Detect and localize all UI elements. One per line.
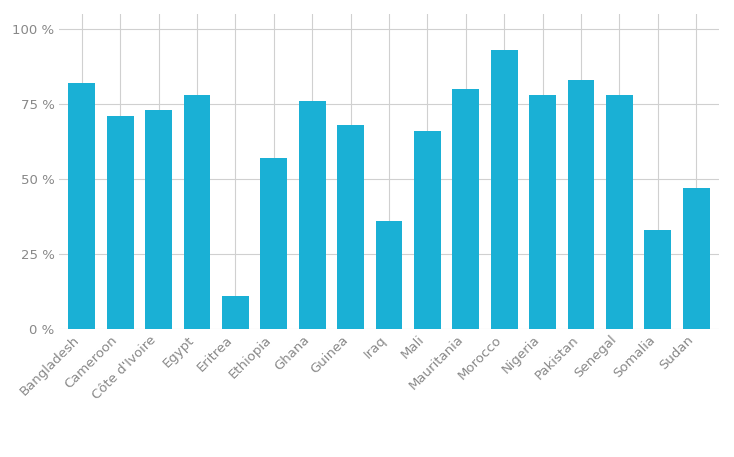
- Bar: [261, 158, 287, 329]
- Bar: [567, 80, 595, 329]
- Bar: [337, 125, 364, 329]
- Bar: [106, 116, 134, 329]
- Bar: [529, 95, 556, 329]
- Bar: [376, 221, 402, 329]
- Bar: [606, 95, 633, 329]
- Bar: [683, 188, 710, 329]
- Bar: [68, 83, 95, 329]
- Bar: [452, 89, 479, 329]
- Bar: [222, 296, 249, 329]
- Bar: [184, 95, 211, 329]
- Bar: [491, 50, 517, 329]
- Bar: [145, 110, 172, 329]
- Bar: [299, 101, 326, 329]
- Bar: [644, 230, 672, 329]
- Bar: [414, 131, 441, 329]
